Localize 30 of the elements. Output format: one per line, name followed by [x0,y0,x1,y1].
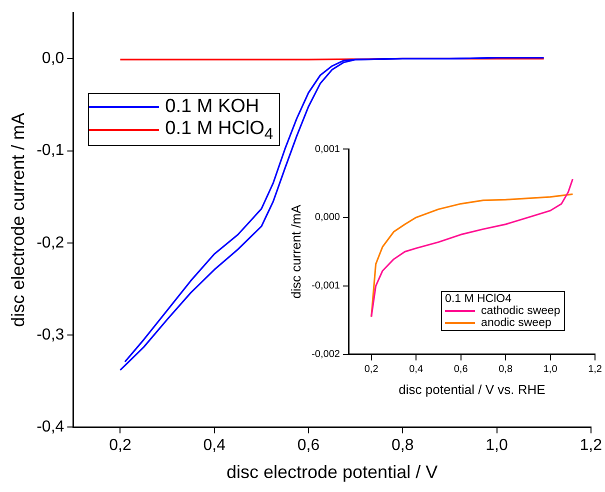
legend-title: 0.1 M HClO4 [445,293,513,306]
legend-label: 0.1 M HClO$_{4}$ [165,118,274,144]
y-tick-label: -0,1 [36,142,64,160]
x-tick-label: 0,6 [297,437,320,454]
x-tick-label: 1,2 [580,437,602,454]
y-tick-label: 0,0 [42,50,64,68]
x-tick-label: 0,2 [109,437,132,454]
y-axis-title: disc electrode current / mA [8,112,28,327]
x-tick-label: 1,0 [486,437,508,454]
x-tick-label: 1,0 [543,364,558,376]
y-axis-title: disc current /mA [288,204,304,299]
x-tick-label: 0,8 [391,437,414,454]
x-tick-label: 0,4 [203,437,226,454]
x-axis-title: disc potential / V vs. RHE [398,382,546,397]
legend-label: anodic sweep [481,317,552,330]
y-tick-label: -0,3 [36,326,64,344]
x-tick-label: 0,4 [409,364,424,376]
y-tick-label: -0,002 [312,349,340,360]
x-tick-label: 0,2 [364,364,379,376]
y-tick-label: -0,001 [312,280,340,292]
legend-label: 0.1 M KOH [165,96,260,118]
y-tick-label: 0,001 [314,144,340,155]
legend-label: cathodic sweep [481,305,560,318]
x-tick-label: 1,2 [588,364,602,376]
y-tick-label: -0,2 [36,234,64,252]
x-tick-label: 0,6 [454,364,468,376]
x-axis-title: disc electrode potential / V [226,462,438,482]
y-tick-label: 0,000 [314,212,340,224]
x-tick-label: 0,8 [498,364,513,376]
y-tick-label: -0,4 [36,418,64,436]
